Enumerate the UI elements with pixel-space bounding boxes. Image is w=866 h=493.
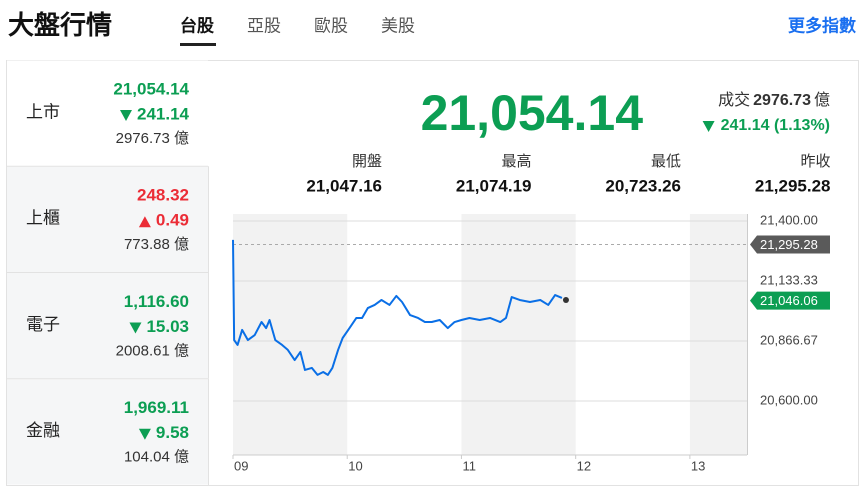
market-row[interactable]	[7, 60, 208, 166]
market-name: 電子	[26, 315, 60, 334]
index-price: 21,054.14	[421, 85, 644, 141]
change-arrow	[138, 216, 151, 228]
volume-value: 2976.73	[753, 92, 811, 109]
x-tick-label: 12	[577, 458, 591, 473]
volume-label: 成交	[718, 91, 750, 109]
stat-value: 21,047.16	[306, 176, 382, 195]
volume-line: 成交 2976.73 億	[718, 91, 830, 109]
stat-label: 開盤	[352, 153, 382, 170]
volume-unit: 億	[814, 91, 830, 109]
last-price-label: 21,046.06	[760, 293, 818, 308]
reference-box	[750, 235, 830, 254]
market-change: 9.58	[156, 423, 189, 442]
x-tick-label: 13	[691, 458, 705, 473]
market-tab[interactable]: 台股	[180, 15, 214, 35]
session-band	[233, 214, 348, 455]
session-band	[461, 214, 576, 455]
market-row[interactable]	[7, 166, 208, 272]
stat-value: 21,074.19	[456, 176, 532, 195]
market-name: 金融	[26, 421, 60, 440]
y-tick-label: 21,400.00	[760, 212, 818, 227]
market-volume: 2976.73 億	[116, 130, 189, 147]
panel-border	[6, 60, 859, 486]
market-tab[interactable]: 亞股	[247, 16, 281, 35]
market-tab[interactable]: 歐股	[314, 16, 348, 35]
page-title: 大盤行情	[8, 10, 112, 40]
market-price: 248.32	[137, 186, 189, 205]
index-change: 241.14 (1.13%)	[721, 117, 830, 134]
market-name: 上櫃	[26, 209, 60, 228]
last-point	[562, 296, 569, 303]
stat-value: 20,723.26	[605, 176, 681, 195]
stat-label: 最高	[501, 153, 531, 170]
last-price-box	[750, 291, 830, 310]
price-line	[232, 239, 563, 376]
market-change: 0.49	[156, 211, 189, 230]
market-tab[interactable]: 美股	[381, 16, 415, 35]
x-tick-label: 09	[234, 458, 248, 473]
stat-label: 最低	[651, 153, 681, 170]
market-price: 1,969.11	[124, 398, 189, 417]
x-tick-label: 10	[348, 458, 362, 473]
market-row[interactable]	[7, 273, 208, 379]
market-volume: 2008.61 億	[116, 342, 189, 359]
change-arrow	[129, 322, 142, 334]
market-price: 1,116.60	[124, 292, 189, 311]
reference-label: 21,295.28	[760, 237, 818, 252]
y-tick-label: 21,133.33	[760, 272, 818, 287]
session-band	[689, 214, 747, 455]
change-arrow	[138, 428, 151, 440]
market-volume: 104.04 億	[124, 449, 189, 466]
change-arrow	[120, 110, 132, 121]
market-name: 上市	[26, 102, 60, 121]
stat-value: 21,295.28	[755, 176, 831, 195]
market-volume: 773.88 億	[124, 236, 189, 253]
more-link[interactable]: 更多指數	[788, 15, 856, 35]
market-row[interactable]	[7, 379, 208, 485]
active-tab-underline	[180, 43, 216, 46]
change-arrow	[702, 121, 715, 132]
market-price: 21,054.14	[113, 79, 189, 98]
y-tick-label: 20,600.00	[760, 392, 818, 407]
market-change: 241.14	[137, 104, 190, 123]
stat-label: 昨收	[800, 153, 830, 170]
x-tick-label: 11	[462, 458, 476, 473]
y-tick-label: 20,866.67	[760, 332, 818, 347]
market-change: 15.03	[146, 317, 189, 336]
